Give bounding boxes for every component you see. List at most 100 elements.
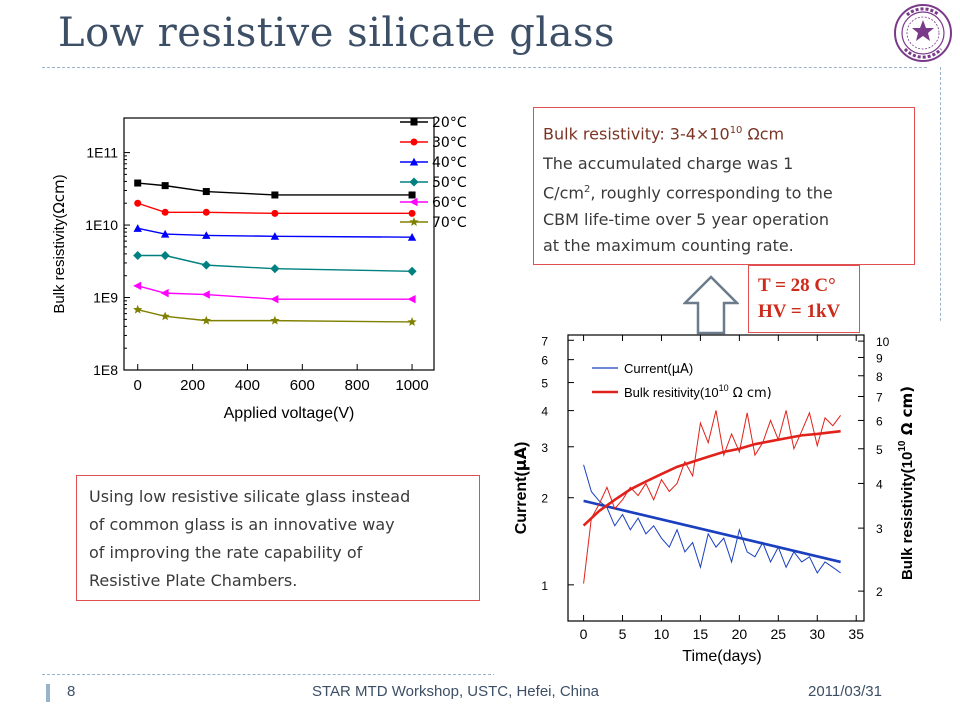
x-tick-label: 600	[290, 377, 315, 394]
temperature-label: T = 28 C°	[758, 275, 836, 296]
data-point	[271, 191, 279, 199]
legend-label: 40°C	[432, 155, 467, 171]
y-tick-label: 2	[541, 492, 548, 506]
data-point	[201, 290, 210, 299]
data-point	[134, 179, 142, 187]
y2-axis-label-exponent: 10	[897, 440, 908, 452]
fit-line	[582, 429, 841, 527]
series-Bulk resitivity(10¹⁰ Ω cm)	[583, 410, 842, 584]
x-tick-label: 10	[654, 626, 670, 642]
footer-date: 2011/03/31	[808, 683, 882, 700]
up-arrow-icon	[683, 275, 739, 335]
data-point	[408, 191, 416, 199]
y2-tick-label: 7	[876, 391, 883, 405]
y2-axis-label-prefix: Bulk resistivity(10	[899, 452, 916, 580]
legend-label: 50°C	[432, 175, 467, 191]
plot-frame	[567, 334, 865, 622]
x-tick-label: 35	[848, 626, 864, 642]
data-point	[160, 311, 170, 321]
y-tick-label: 1E8	[93, 362, 118, 378]
charge-text-line-2: C/cm2, roughly corresponding to the	[543, 177, 906, 206]
headline-exponent: 10	[729, 125, 743, 136]
series-40°C	[133, 224, 417, 241]
description-line-3: of improving the rate capability of	[89, 543, 363, 562]
x-tick-label: 30	[809, 626, 825, 642]
y2-axis-label-unit: Ω cm)	[898, 386, 916, 441]
charge-unit: C/cm	[543, 183, 584, 203]
description-line-2: of common glass is an innovative way	[89, 515, 395, 534]
y-axis-label-prefix: Current(	[513, 471, 530, 535]
data-point	[160, 229, 170, 238]
legend: 20°C 30°C 40°C 50°C 60°C 70°C	[400, 115, 467, 231]
y-tick-label: 1	[541, 579, 548, 593]
y-axis-label-prefix: Bulk resistivity(	[51, 214, 68, 314]
data-point	[270, 264, 280, 274]
y-axis-label-unit: μA	[511, 446, 530, 471]
data-point	[409, 197, 418, 207]
charge-unit-exponent: 2	[583, 184, 591, 196]
page-title: Low resistive silicate glass	[58, 10, 616, 56]
y-axis-label-unit: Ωcm	[50, 179, 68, 213]
data-point	[270, 315, 280, 325]
data-point	[161, 182, 169, 190]
y2-tick-label: 3	[876, 522, 883, 536]
conditions-box: T = 28 C° HV = 1kV	[748, 265, 860, 333]
x-tick-label: 0	[580, 626, 588, 642]
y-tick-label: 1E9	[93, 290, 118, 306]
y-tick-label: 1E10	[85, 217, 118, 233]
data-point	[270, 294, 279, 304]
x-tick-label: 5	[619, 626, 627, 642]
x-tick-label: 800	[345, 377, 370, 394]
y2-tick-label: 4	[876, 477, 883, 491]
headline-prefix: Bulk resistivity: 3-4×10	[543, 124, 730, 144]
series-60°C	[133, 281, 416, 304]
data-point	[407, 294, 416, 304]
legend: Current(μA) Bulk resitivity(1010 Ω cm)	[592, 361, 772, 401]
data-point	[409, 177, 419, 187]
legend-label-prefix: Current(	[624, 361, 672, 376]
description-box: Using low resistive silicate glass inste…	[76, 475, 480, 601]
y2-tick-label: 5	[876, 443, 883, 457]
series-30°C	[134, 199, 416, 217]
resistivity-vs-voltage-chart: 0 200 400 600 800 1000 1E8 1E9 1E10 1E11 Applied v…	[42, 78, 476, 430]
charge-text-line-3: CBM life-time over 5 year operation	[543, 209, 830, 229]
y2-tick-label: 6	[876, 414, 883, 428]
y-axis-label-suffix: )	[51, 174, 68, 179]
data-point	[407, 317, 417, 326]
data-point	[202, 208, 210, 216]
y-tick-label: 5	[541, 377, 548, 391]
legend-label-unit: Ω cm)	[729, 386, 772, 401]
data-point	[410, 138, 418, 146]
charge-text-tail: , roughly corresponding to the	[590, 183, 833, 203]
y2-tick-label: 2	[876, 585, 883, 599]
legend-label-exponent: 10	[719, 383, 729, 393]
data-point	[270, 232, 280, 240]
data-point	[133, 304, 143, 314]
bulk-resistivity-headline: Bulk resistivity: 3-4×1010 Ωcm	[543, 118, 906, 147]
x-tick-label: 200	[180, 377, 205, 394]
data-point	[161, 208, 169, 216]
data-point	[133, 281, 142, 291]
data-point	[201, 315, 211, 325]
title-divider	[42, 67, 927, 68]
legend-label: 20°C	[432, 115, 467, 131]
legend-label: 30°C	[432, 135, 467, 151]
y-tick-label: 3	[541, 441, 548, 455]
chart-background	[494, 323, 952, 676]
y-axis-label: Bulk resistivity(Ωcm)	[50, 174, 68, 313]
footer-divider	[42, 674, 927, 675]
footer-event: STAR MTD Workshop, USTC, Hefei, China	[312, 683, 600, 700]
chart-background	[42, 78, 476, 430]
y-tick-label: 1E11	[86, 145, 118, 161]
data-point	[202, 231, 211, 239]
series-line	[583, 410, 842, 584]
data-point	[408, 209, 416, 217]
current-resistivity-vs-time-chart: 0 5 10 15 20 25 30 35 1 2 3 4 5 6 7 2 3 4 5 6 7 8 9 10 Time(days…	[494, 323, 952, 676]
bulk-resistivity-box: Bulk resistivity: 3-4×1010 Ωcm The accum…	[533, 107, 915, 265]
series-Current(μA)	[583, 464, 841, 574]
y-tick-label: 4	[541, 405, 548, 419]
x-tick-label: 15	[693, 626, 709, 642]
data-point	[271, 209, 279, 217]
legend-label-unit: μA	[672, 362, 689, 377]
high-voltage-label: HV = 1kV	[758, 301, 841, 322]
